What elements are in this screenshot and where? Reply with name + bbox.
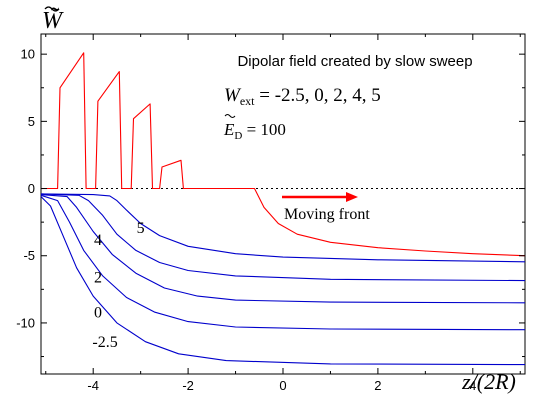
moving-front-label: Moving front [284, 206, 370, 223]
ed-value: = 100 [242, 120, 286, 139]
y-tick-label: -10 [16, 315, 35, 330]
moving-front-arrow [282, 192, 358, 202]
y-tick-label: 5 [28, 114, 35, 129]
ed-subscript: D [234, 130, 242, 142]
series-line-wext-5 [40, 193, 526, 263]
x-axis-label: z/(2R) [461, 369, 516, 394]
y-axis-title: W̃ [42, 7, 64, 34]
wext-subscript: ext [240, 94, 255, 108]
axis-ticks: -4 -2 0 2 4 10 5 0 -5 -10 [16, 34, 525, 393]
x-tick-label: 4 [469, 378, 476, 393]
wext-values: = -2.5, 0, 2, 4, 5 [255, 85, 381, 106]
ed-annotation: ED = 100 [223, 120, 286, 142]
x-tick-label: 0 [279, 378, 286, 393]
curve-label--2.5: -2.5 [92, 334, 117, 351]
y-axis-label: W̃ [42, 7, 64, 34]
curve-labels: 5 4 2 0 -2.5 [92, 220, 144, 351]
series-line-wext-0 [40, 194, 526, 331]
curve-label-4: 4 [94, 232, 102, 249]
ed-symbol: E [223, 120, 235, 139]
y-label-tilde [44, 6, 60, 12]
series-group [40, 52, 526, 366]
arrow-head [346, 192, 358, 202]
series-line-wext-2 [40, 194, 526, 304]
x-tick-label: -4 [87, 378, 99, 393]
chart-title: Dipolar field created by slow sweep [237, 53, 472, 70]
wext-annotation: Wext = -2.5, 0, 2, 4, 5 [224, 85, 381, 108]
curve-label-2: 2 [94, 270, 102, 287]
x-tick-label: -2 [182, 378, 194, 393]
wext-symbol: W [224, 85, 242, 106]
curve-label-0: 0 [94, 305, 102, 322]
series-line-wext--2.5 [40, 196, 526, 366]
series-line-field [41, 52, 526, 257]
curve-label-5: 5 [137, 220, 145, 237]
y-tick-label: 10 [21, 47, 35, 62]
x-tick-label: 2 [374, 378, 381, 393]
series-line-wext-4 [40, 193, 526, 282]
y-tick-label: -5 [23, 248, 35, 263]
y-tick-label: 0 [28, 181, 35, 196]
ed-tilde-mark [224, 114, 236, 118]
